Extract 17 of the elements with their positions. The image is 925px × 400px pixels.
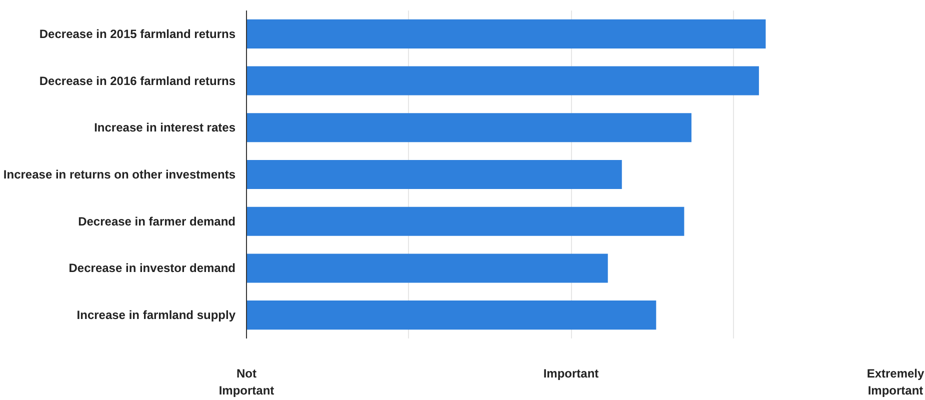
y-tick-label: Increase in farmland supply <box>76 308 236 322</box>
text: Important <box>543 366 599 380</box>
bar <box>246 160 622 190</box>
bar <box>246 300 656 330</box>
y-tick-label: Decrease in investor demand <box>68 261 236 276</box>
bar <box>246 19 766 48</box>
text: Not Important <box>218 366 274 398</box>
y-tick-label: Increase in returns on other investments <box>3 168 236 182</box>
y-tick-label: Decrease in farmer demand <box>78 214 236 228</box>
text: Extremely Important <box>866 366 925 398</box>
y-tick-label: Increase in interest rates <box>94 120 236 135</box>
y-tick-label: Decrease in 2016 farmland returns <box>39 74 236 88</box>
bar <box>246 113 692 142</box>
y-tick-label: Decrease in 2015 farmland returns <box>39 26 236 41</box>
bar <box>246 254 608 283</box>
bar <box>246 66 759 96</box>
bar <box>246 206 684 236</box>
